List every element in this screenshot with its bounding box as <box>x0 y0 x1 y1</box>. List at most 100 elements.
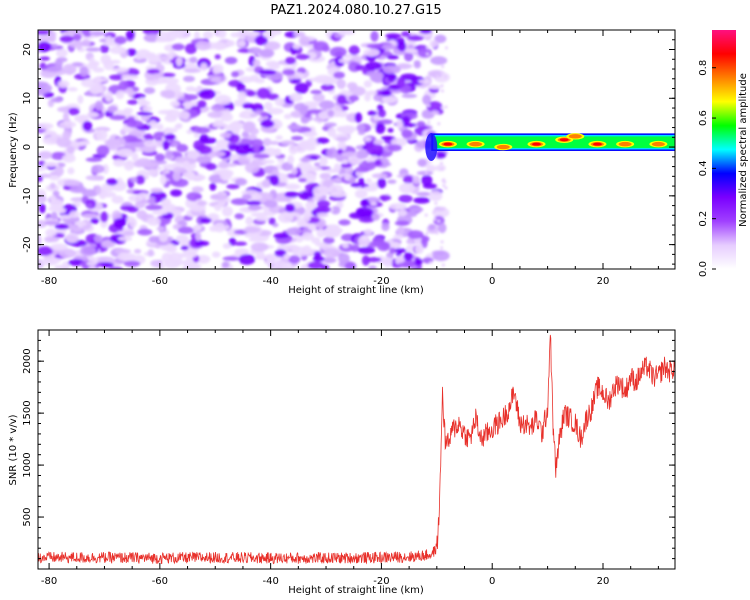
noise-blob <box>365 143 384 155</box>
noise-blob <box>260 119 275 128</box>
noise-blob <box>264 260 274 265</box>
noise-blob <box>274 148 282 157</box>
noise-blob <box>81 39 91 47</box>
noise-blob <box>50 211 58 220</box>
noise-blob <box>163 127 178 134</box>
noise-blob <box>74 220 87 227</box>
noise-blob <box>127 116 135 121</box>
noise-blob <box>226 183 240 190</box>
noise-blob <box>95 76 102 86</box>
noise-blob <box>170 100 181 108</box>
noise-blob <box>133 248 142 254</box>
noise-blob <box>371 213 380 221</box>
noise-blob <box>72 33 82 41</box>
noise-blob <box>150 187 163 193</box>
noise-blob <box>293 31 306 37</box>
hotspot-core <box>532 142 542 146</box>
noise-blob <box>86 261 98 266</box>
noise-blob <box>195 40 212 51</box>
noise-blob <box>38 81 49 88</box>
noise-blob <box>326 147 338 159</box>
noise-blob <box>337 110 348 118</box>
noise-blob <box>274 249 287 258</box>
noise-blob <box>372 237 385 247</box>
noise-blob <box>342 243 349 249</box>
noise-blob <box>372 73 385 84</box>
noise-blob <box>100 262 114 268</box>
snr-y-ticks: 500 1000 1500 2000 <box>22 329 675 570</box>
noise-blob <box>68 210 81 218</box>
noise-blob <box>292 44 301 50</box>
noise-blob <box>335 136 349 142</box>
noise-blob <box>397 262 416 268</box>
noise-blob <box>230 32 241 38</box>
noise-blob <box>261 159 275 164</box>
noise-blob <box>312 93 325 102</box>
noise-blob <box>312 185 331 197</box>
noise-blob <box>282 68 296 76</box>
noise-blob <box>303 101 322 107</box>
noise-blob <box>365 61 383 70</box>
noise-blob <box>158 55 174 61</box>
noise-blob <box>173 30 191 39</box>
hotspot-core <box>592 142 602 146</box>
noise-blob <box>56 137 72 148</box>
noise-blob <box>269 174 280 186</box>
noise-blob <box>281 211 297 218</box>
colorbar-tick-label: 0.4 <box>698 160 709 176</box>
snr-y-axis-label: SNR (10 * v/v) <box>8 414 19 485</box>
noise-blob <box>45 228 57 237</box>
noise-blob <box>145 52 157 59</box>
noise-blob <box>330 205 341 215</box>
noise-blob <box>130 176 138 183</box>
noise-blob <box>147 169 159 177</box>
spectrogram-frame <box>37 29 676 270</box>
noise-blob <box>38 122 54 130</box>
noise-blob <box>127 99 138 105</box>
noise-blob <box>126 119 144 128</box>
noise-blob <box>320 83 335 92</box>
noise-blob <box>40 257 59 266</box>
noise-blob <box>323 248 340 258</box>
spectrogram-x-ticks: -80 -60 -40 -20 0 20 <box>41 30 659 287</box>
noise-blob <box>250 138 264 148</box>
noise-blob <box>113 137 126 147</box>
noise-blob <box>146 216 161 226</box>
noise-blob <box>111 67 130 73</box>
noise-blob <box>356 123 366 133</box>
noise-blob <box>111 195 124 204</box>
noise-blob <box>233 99 243 107</box>
noise-blob <box>120 74 139 80</box>
noise-blob <box>393 234 404 240</box>
noise-blob <box>156 123 164 131</box>
noise-blob <box>375 123 386 134</box>
noise-blob <box>284 191 299 198</box>
noise-blob <box>210 104 225 112</box>
noise-blob <box>244 31 261 37</box>
noise-blob <box>108 74 125 81</box>
noise-blob <box>338 253 350 264</box>
colorbar-tick-label: 0.2 <box>698 211 709 227</box>
noise-blob <box>155 37 167 43</box>
x-tick-label: -60 <box>152 576 168 587</box>
noise-dot <box>440 89 444 93</box>
noise-blob <box>250 242 269 252</box>
noise-blob <box>365 90 378 96</box>
noise-dot <box>424 213 428 217</box>
noise-blob <box>102 164 109 175</box>
noise-blob <box>348 95 360 102</box>
noise-dot <box>437 219 441 223</box>
noise-blob <box>157 203 176 211</box>
noise-blob <box>414 244 424 255</box>
noise-blob <box>338 58 350 64</box>
noise-dot <box>435 231 439 235</box>
noise-blob <box>145 204 163 211</box>
noise-blob <box>143 139 158 147</box>
noise-blob <box>238 112 246 119</box>
noise-blob <box>200 62 208 72</box>
noise-blob <box>192 226 202 231</box>
noise-blob <box>180 245 189 251</box>
noise-dot <box>440 246 444 250</box>
noise-blob <box>358 216 375 223</box>
noise-blob <box>200 217 212 224</box>
